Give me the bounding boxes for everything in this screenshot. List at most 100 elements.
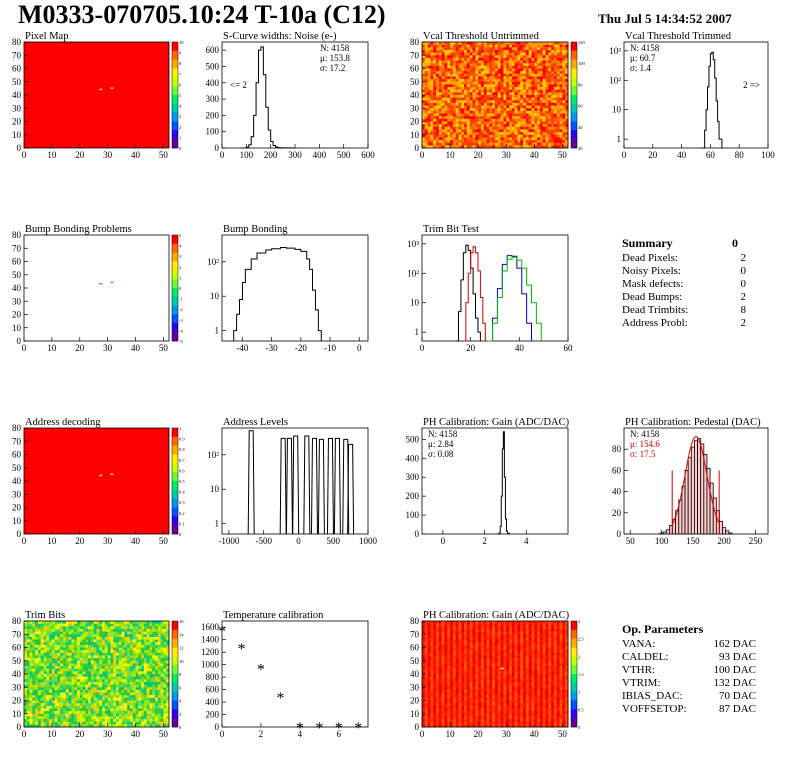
heatmap-cell xyxy=(534,84,538,88)
heatmap-cell xyxy=(436,76,440,80)
heatmap-cell xyxy=(514,49,518,53)
heatmap-cell xyxy=(447,55,451,59)
heatmap-cell xyxy=(458,57,462,61)
heatmap-cell xyxy=(152,644,156,648)
heatmap-cell xyxy=(472,118,476,122)
heatmap-cell xyxy=(32,652,36,656)
heatmap-cell xyxy=(138,721,142,725)
heatmap-cell xyxy=(37,658,42,662)
heatmap-cell xyxy=(464,145,468,149)
heatmap-cell xyxy=(138,713,142,717)
heatmap-cell xyxy=(79,713,83,717)
heatmap-cell xyxy=(43,671,47,675)
heatmap-cell xyxy=(79,724,83,728)
heatmap-cell xyxy=(427,126,431,130)
heatmap-cell xyxy=(68,628,72,632)
heatmap-cell xyxy=(424,652,429,656)
heatmap-cell xyxy=(548,134,552,138)
heatmap-cell xyxy=(121,644,125,648)
heatmap-cell xyxy=(562,129,566,133)
heatmap-cell xyxy=(430,71,434,75)
heatmap-cell xyxy=(143,692,148,696)
panel-title: Bump Bonding xyxy=(223,224,288,235)
heatmap-cell xyxy=(458,118,462,122)
heatmap-cell xyxy=(110,644,114,648)
heatmap-cell xyxy=(478,108,482,112)
heatmap-cell xyxy=(441,63,445,67)
x-tick-label: -30 xyxy=(266,343,278,353)
heatmap-cell xyxy=(562,84,566,88)
heatmap-cell xyxy=(76,719,81,723)
heatmap-cell xyxy=(464,52,468,56)
heatmap-cell xyxy=(430,65,434,69)
heatmap-cell xyxy=(57,679,61,683)
heatmap-cell xyxy=(127,628,131,632)
heatmap-cell xyxy=(116,724,120,728)
heatmap-cell xyxy=(511,105,516,109)
heatmap-cell xyxy=(118,636,122,640)
heatmap-cell xyxy=(60,647,64,651)
heatmap-cell xyxy=(155,711,159,715)
heatmap-cell xyxy=(562,42,566,46)
heatmap-cell xyxy=(528,81,532,85)
heatmap-cell xyxy=(71,711,75,715)
heatmap-cell xyxy=(160,623,164,627)
heatmap-cell xyxy=(430,687,434,691)
heatmap-cell xyxy=(118,692,122,696)
heatmap-cell xyxy=(40,681,44,685)
heatmap-cell xyxy=(523,81,527,85)
heatmap-cell xyxy=(500,71,504,75)
heatmap-cell xyxy=(63,671,67,675)
heatmap-cell xyxy=(160,721,164,725)
heatmap-cell xyxy=(32,692,36,696)
heatmap-cell xyxy=(166,721,170,725)
heatmap-cell xyxy=(433,84,437,88)
y-tick-label: 60 xyxy=(612,465,622,475)
panel-title: Temperature calibration xyxy=(223,610,324,621)
heatmap-cell xyxy=(495,65,499,69)
heatmap-cell xyxy=(138,652,142,656)
heatmap-cell xyxy=(497,100,502,104)
heatmap-cell xyxy=(166,666,170,670)
heatmap-cell xyxy=(537,129,541,133)
colorbar-segment xyxy=(172,481,178,491)
heatmap-cell xyxy=(46,650,50,654)
heatmap-cell xyxy=(68,626,72,630)
heatmap-cell xyxy=(436,652,440,656)
heatmap-cell xyxy=(436,68,440,72)
heatmap-cell xyxy=(492,113,496,117)
heatmap-cell xyxy=(551,52,555,56)
heatmap-cell xyxy=(495,92,499,96)
x-tick-label: 20 xyxy=(75,150,85,160)
heatmap-cell xyxy=(96,700,100,704)
heatmap-cell xyxy=(427,92,431,96)
y-tick-label: 10² xyxy=(207,450,219,460)
heatmap-cell xyxy=(545,110,549,114)
heatmap-cell xyxy=(71,705,75,709)
heatmap-cell xyxy=(509,100,513,104)
heatmap-cell xyxy=(427,60,431,64)
heatmap-cell xyxy=(35,626,39,630)
heatmap-cell xyxy=(430,87,434,91)
heatmap-cell xyxy=(562,79,566,83)
heatmap-cell xyxy=(74,663,78,667)
heatmap-cell xyxy=(71,644,75,648)
heatmap-cell xyxy=(500,87,504,91)
heatmap-cell xyxy=(539,89,544,93)
heatmap-cell xyxy=(444,129,448,133)
heatmap-cell xyxy=(424,105,429,109)
heatmap-cell xyxy=(548,129,552,133)
heatmap-cell xyxy=(438,647,443,651)
heatmap-cell xyxy=(79,628,83,632)
heatmap-cell xyxy=(422,697,426,701)
heatmap-cell xyxy=(132,668,136,672)
heatmap-cell xyxy=(51,628,56,632)
heatmap-cell xyxy=(37,623,42,627)
heatmap-cell xyxy=(104,628,109,632)
heatmap-cell xyxy=(537,118,541,122)
heatmap-cell xyxy=(422,689,426,693)
heatmap-cell xyxy=(537,145,541,149)
heatmap-cell xyxy=(422,92,426,96)
heatmap-cell xyxy=(46,679,50,683)
heatmap-cell xyxy=(85,660,89,664)
